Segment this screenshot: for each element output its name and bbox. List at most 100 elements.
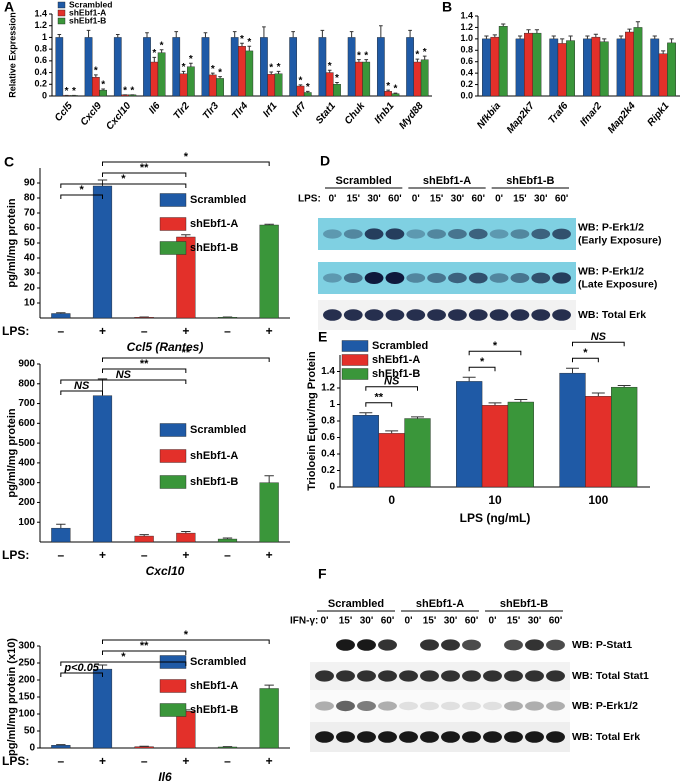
x-tick-label: +: [182, 548, 189, 562]
time-label: 30': [451, 194, 465, 205]
blot-band: [315, 701, 334, 711]
y-tick-label: 0.2: [321, 465, 335, 476]
blot-band: [385, 272, 405, 284]
significance: *: [72, 86, 76, 97]
error-bar: [359, 412, 373, 416]
bracket-label: NS: [74, 380, 90, 392]
blot-band: [489, 229, 509, 239]
bar: [352, 415, 379, 488]
bar: [482, 38, 491, 97]
blot-band: [323, 273, 342, 283]
blot-band: [483, 701, 502, 711]
blot-band: [552, 228, 571, 240]
error-bar: [357, 59, 361, 63]
error-bar: [488, 402, 502, 406]
legend-label: shEbf1-B: [190, 704, 238, 716]
bracket: [60, 194, 103, 199]
x-tick-label: –: [57, 754, 64, 768]
error-bar: [462, 376, 476, 382]
blot-row-label: WB: Total Erk: [572, 731, 640, 743]
y-tick-label: 50: [24, 238, 36, 249]
bar: [507, 401, 534, 488]
panel-label: E: [318, 329, 327, 345]
y-tick-label: 0.6: [460, 56, 473, 66]
y-tick-label: 1: [42, 32, 47, 42]
error-bar: [484, 35, 489, 39]
bracket: [102, 161, 270, 166]
time-label: 60': [465, 616, 479, 627]
bar: [55, 37, 64, 97]
panel-label: F: [318, 566, 327, 582]
bracket-label: p<0.05: [63, 662, 99, 674]
error-bar: [534, 29, 540, 34]
x-tick-label: 10: [488, 493, 502, 507]
blot-band: [448, 229, 467, 239]
blot-band: [364, 228, 384, 240]
x-axis-label: LPS (ng/mL): [460, 511, 531, 525]
error-bar: [115, 34, 120, 38]
blot-band: [357, 701, 376, 711]
bar: [490, 36, 500, 97]
bar: [51, 313, 71, 319]
y-tick-label: 800: [18, 378, 35, 389]
error-bar: [247, 45, 252, 51]
significance: *: [189, 54, 193, 65]
error-bar: [298, 84, 303, 87]
blot-band: [427, 273, 446, 283]
blot-band: [504, 670, 523, 682]
x-tick-label: –: [141, 754, 148, 768]
bar: [179, 73, 188, 97]
blot-band: [531, 228, 551, 240]
error-bar: [174, 31, 179, 38]
legend-swatch: [341, 354, 369, 366]
bracket-label: **: [140, 358, 149, 370]
significance: *: [211, 64, 215, 75]
x-tick-label: Ifnb1: [373, 100, 397, 126]
y-tick-label: 300: [18, 477, 35, 488]
bar: [325, 72, 334, 97]
bar: [259, 224, 279, 319]
significance: *: [415, 50, 419, 61]
error-bar: [218, 76, 222, 79]
bar: [420, 59, 429, 97]
y-tick-label: 40: [24, 253, 36, 264]
blot-band: [315, 670, 334, 682]
blot-band: [504, 731, 523, 743]
treatment-label: IFN-γ:: [290, 616, 318, 627]
y-tick-label: 1.2: [321, 383, 335, 394]
time-label: 15': [507, 616, 521, 627]
bar: [216, 78, 224, 97]
legend-label: Scrambled: [190, 194, 246, 206]
bar: [259, 688, 279, 749]
bar: [176, 532, 196, 543]
blot-row-label: WB: P-Erk1/2: [578, 265, 644, 277]
y-tick-label: 0.6: [34, 55, 47, 65]
bar: [376, 37, 385, 97]
time-label: 0': [321, 616, 329, 627]
bar: [238, 46, 246, 97]
blot-band: [441, 731, 460, 743]
y-tick-label: 30: [24, 268, 36, 279]
blot-band: [427, 229, 446, 239]
y-tick-label: 0: [329, 482, 335, 493]
bracket-label: NS: [591, 331, 607, 343]
blot-band: [427, 309, 446, 321]
blot-band: [510, 309, 530, 321]
bar: [650, 38, 660, 97]
time-label: 15': [346, 194, 360, 205]
bar: [333, 84, 341, 97]
bar: [524, 32, 533, 97]
blot-band: [462, 670, 481, 682]
blot-band: [315, 731, 334, 743]
legend-label: Scrambled: [190, 424, 246, 436]
y-axis-label: Relative Expression: [7, 12, 17, 98]
group-label: shEbf1-A: [423, 175, 471, 187]
blot-band: [441, 639, 460, 651]
panel-label: B: [442, 0, 452, 15]
bar: [318, 37, 327, 97]
blot-band: [357, 639, 376, 651]
x-axis-label: Il6: [158, 770, 172, 783]
error-bar: [379, 25, 383, 38]
bar: [498, 26, 508, 97]
group-label: shEbf1-B: [506, 175, 554, 187]
